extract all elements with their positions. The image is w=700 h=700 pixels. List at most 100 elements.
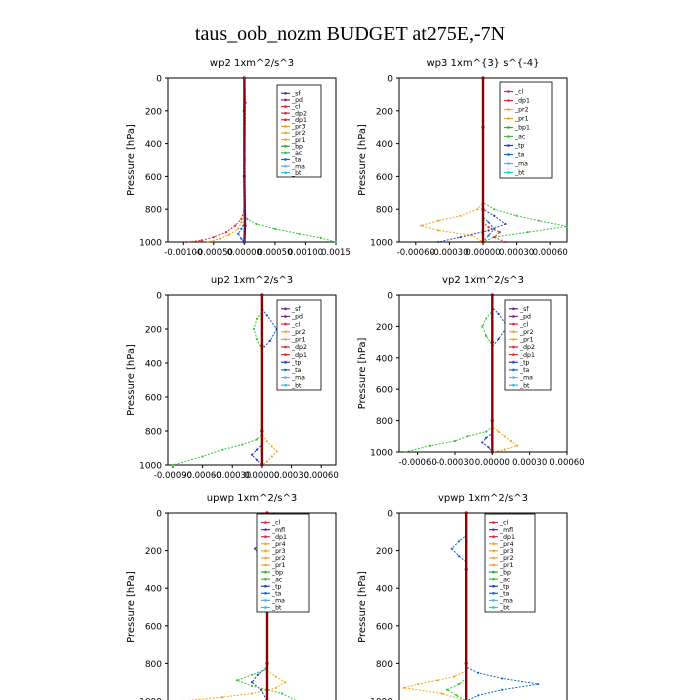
- y-tick-label: 800: [376, 417, 393, 427]
- x-tick-label: -0.00100: [164, 248, 202, 258]
- x-tick-label: 0.00060: [549, 458, 584, 468]
- series-marker: [490, 293, 494, 297]
- series-marker: [246, 217, 249, 221]
- series-marker: [453, 439, 457, 443]
- legend-marker: [507, 117, 510, 120]
- series-marker: [516, 444, 519, 447]
- y-tick-label: 400: [376, 140, 393, 150]
- legend-label: _dp1: [519, 352, 535, 359]
- legend-label: _pr1: [499, 562, 514, 569]
- x-tick-label: -0.00060: [397, 248, 435, 258]
- legend-label: _ma: [499, 598, 513, 605]
- legend-marker: [284, 330, 287, 334]
- legend-box: [499, 81, 553, 179]
- x-tick-label: -0.00050: [195, 248, 233, 258]
- series-line: [188, 513, 286, 700]
- legend-label: _ac: [499, 576, 511, 583]
- series-marker: [260, 463, 264, 467]
- legend-label: _cl: [514, 89, 523, 96]
- panel-title: vp2 1xm^2/s^3: [442, 275, 524, 286]
- series-marker: [255, 317, 259, 320]
- series-marker: [234, 224, 237, 227]
- series-line: [243, 78, 337, 243]
- series-marker: [240, 217, 243, 221]
- panel-4: vp2 1xm^2/s^3 0 200 400 600 800 1000 Pressure […: [357, 275, 585, 468]
- series-marker: [256, 673, 260, 676]
- legend-marker: [284, 118, 287, 122]
- series-line: [172, 295, 263, 466]
- series-marker: [537, 219, 541, 222]
- legend: _cl_mfl_dp1_pr4_pr3_pr2_pr1_bp_ac_tp_ta_…: [484, 513, 536, 613]
- series-marker: [171, 463, 175, 467]
- series-marker: [260, 293, 264, 297]
- series-marker: [265, 460, 268, 463]
- legend-label: _dp1: [499, 534, 515, 541]
- panel-6: vpwp 1xm^2/s^3 0 200 400 600 800 1000 Pressure …: [357, 493, 568, 700]
- series-marker: [265, 314, 268, 317]
- x-tick-label: -0.00060: [399, 458, 437, 468]
- legend-label: _ac: [514, 134, 526, 141]
- y-tick-label: 600: [376, 386, 393, 396]
- series-marker: [201, 455, 204, 458]
- y-tick-label: 1000: [370, 449, 393, 459]
- panel-title: wp3 1xm^{3} s^{-4}: [426, 58, 539, 69]
- legend-marker: [492, 584, 495, 588]
- y-tick-label: 200: [145, 107, 162, 117]
- series-marker: [504, 240, 507, 244]
- legend-marker: [512, 322, 515, 326]
- plot-frame: [167, 77, 337, 243]
- legend-label: _pr2: [271, 555, 286, 562]
- legend-label: _ac: [291, 150, 303, 157]
- legend-marker: [492, 549, 495, 553]
- legend-label: _pr2: [514, 107, 529, 114]
- y-tick-label: 0: [387, 75, 393, 85]
- series-marker: [450, 547, 453, 550]
- legend-marker: [284, 138, 287, 141]
- legend-marker: [264, 584, 267, 588]
- legend-marker: [284, 105, 287, 108]
- series-marker: [420, 224, 423, 227]
- series-marker: [453, 675, 456, 678]
- legend-label: _pr1: [519, 337, 534, 344]
- legend-label: _cl: [271, 520, 280, 527]
- series-marker: [457, 555, 461, 558]
- plot-frame: [398, 294, 568, 453]
- panel-title: up2 1xm^2/s^3: [211, 275, 293, 286]
- legend-marker: [284, 171, 287, 174]
- series-marker: [242, 174, 246, 178]
- series-marker: [487, 446, 490, 449]
- series-marker: [253, 547, 257, 550]
- legend-marker: [507, 108, 510, 111]
- legend-label: _ta: [499, 591, 510, 598]
- series-marker: [259, 688, 263, 691]
- series-marker: [240, 227, 243, 230]
- legend-label: _pr2: [519, 329, 534, 336]
- series-marker: [250, 681, 254, 684]
- series-marker: [481, 76, 485, 80]
- series-marker: [270, 455, 273, 458]
- legend-marker: [284, 125, 287, 128]
- legend-marker: [512, 360, 515, 364]
- series-marker: [436, 679, 439, 682]
- series-marker: [244, 101, 247, 104]
- legend-label: _pr2: [499, 555, 514, 562]
- series-marker: [485, 436, 488, 439]
- series-marker: [255, 438, 259, 441]
- series-marker: [526, 231, 529, 234]
- series-marker: [250, 453, 254, 456]
- legend-label: _dp1: [291, 352, 307, 359]
- series-marker: [493, 208, 496, 211]
- legend-marker: [264, 606, 267, 609]
- y-tick-label: 800: [145, 660, 162, 670]
- legend-label: _tp: [519, 359, 530, 366]
- legend-marker: [512, 376, 515, 379]
- series-marker: [501, 688, 504, 691]
- y-axis-label: Pressure [hPa]: [357, 124, 368, 196]
- legend-marker: [507, 162, 510, 165]
- legend-label: _dp1: [291, 117, 307, 124]
- legend-label: _cl: [291, 321, 300, 328]
- panel-2: wp3 1xm^{3} s^{-4} 0 200 400 600 800 1000 Press…: [357, 58, 569, 258]
- plot-frame: [167, 294, 337, 466]
- legend-marker: [507, 171, 510, 174]
- legend-label: _ma: [291, 375, 305, 382]
